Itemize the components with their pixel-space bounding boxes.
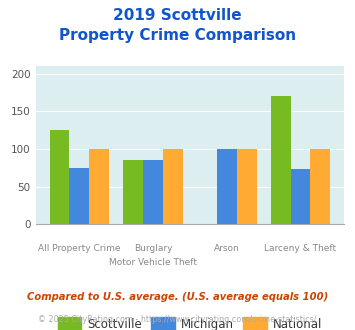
Bar bbox=[290, 169, 310, 224]
Legend: Scottville, Michigan, National: Scottville, Michigan, National bbox=[53, 313, 327, 330]
Text: Arson: Arson bbox=[214, 244, 240, 253]
Text: Motor Vehicle Theft: Motor Vehicle Theft bbox=[109, 258, 197, 267]
Bar bbox=[123, 160, 143, 224]
Bar bbox=[143, 160, 163, 224]
Bar bbox=[163, 149, 183, 224]
Text: Property Crime Comparison: Property Crime Comparison bbox=[59, 28, 296, 43]
Text: 2019 Scottville: 2019 Scottville bbox=[113, 8, 242, 23]
Bar bbox=[89, 149, 109, 224]
Bar bbox=[217, 149, 237, 224]
Bar bbox=[237, 149, 257, 224]
Bar bbox=[310, 149, 330, 224]
Text: Burglary: Burglary bbox=[134, 244, 172, 253]
Text: Larceny & Theft: Larceny & Theft bbox=[264, 244, 337, 253]
Text: © 2025 CityRating.com - https://www.cityrating.com/crime-statistics/: © 2025 CityRating.com - https://www.city… bbox=[38, 315, 317, 324]
Bar bbox=[271, 96, 290, 224]
Bar bbox=[50, 130, 70, 224]
Text: Compared to U.S. average. (U.S. average equals 100): Compared to U.S. average. (U.S. average … bbox=[27, 292, 328, 302]
Text: All Property Crime: All Property Crime bbox=[38, 244, 121, 253]
Bar bbox=[70, 168, 89, 224]
